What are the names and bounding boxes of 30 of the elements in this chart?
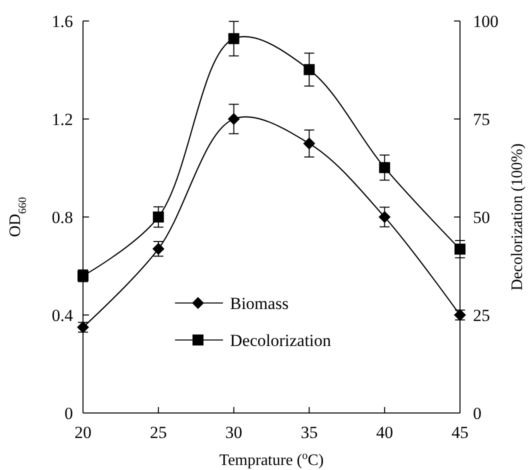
y-tick-label: 1.6: [52, 12, 73, 31]
y2-axis-title: Decolorization (100%): [509, 143, 526, 291]
y2-tick-label: 0: [473, 404, 482, 423]
legend-label: Biomass: [230, 294, 289, 313]
y-tick-label: 0.8: [52, 208, 73, 227]
x-tick-label: 45: [452, 423, 468, 442]
y2-tick-label: 100: [473, 12, 498, 31]
x-axis-title: Temprature ($^{o}$C): [219, 450, 324, 469]
y-tick-label: 0.4: [52, 306, 74, 325]
point: [378, 211, 391, 223]
y-tick-label: 0: [64, 404, 73, 423]
x-tick-label: 40: [376, 423, 394, 442]
y2-tick-label: 75: [473, 110, 490, 129]
point: [303, 138, 316, 150]
y2-tick-label: 25: [473, 306, 490, 325]
point: [228, 113, 240, 125]
point: [228, 33, 240, 44]
y-tick-label: 1.2: [52, 110, 73, 129]
x-tick-label: 20: [74, 423, 92, 442]
point: [304, 64, 315, 76]
x-tick-label: 35: [300, 423, 318, 442]
point: [152, 212, 164, 222]
y2-tick-label: 50: [473, 208, 490, 227]
point: [379, 162, 390, 174]
point: [78, 270, 88, 282]
point: [454, 244, 466, 255]
x-tick-label: 25: [150, 423, 167, 442]
point: [77, 321, 89, 334]
x-tick-label: 30: [225, 423, 242, 442]
legend-label: Decolorization: [230, 330, 332, 350]
